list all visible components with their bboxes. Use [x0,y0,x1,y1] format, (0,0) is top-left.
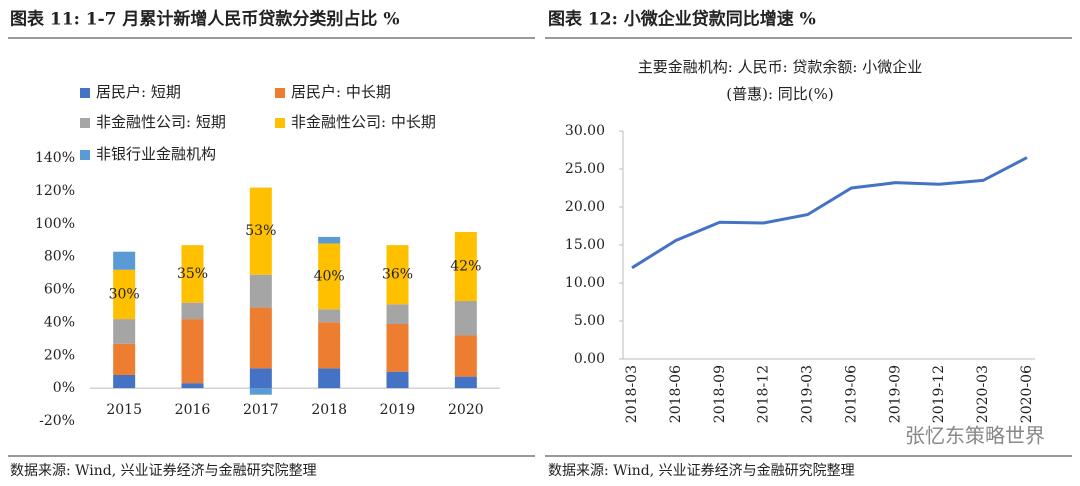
legend-swatch [80,88,90,98]
y-tick-label: 20% [44,347,75,363]
bar-segment [181,319,204,384]
bar-segment [318,236,341,244]
x-tick-label: 2018 [311,402,347,418]
y-tick-label: 120% [35,183,75,199]
bar-segment [113,374,136,389]
x-tick-label: 2019-12 [931,365,947,423]
bar-segment [113,251,136,270]
bar-segment [386,371,409,389]
bar-segment [249,187,272,275]
chart-title: 图表 11: 1-7 月累计新增人民币贷款分类别占比 % [10,9,399,30]
y-tick-label: 100% [35,216,75,232]
bar-segment [113,319,136,344]
chart-title: 图表 12: 小微企业贷款同比增速 % [548,9,816,30]
source-note: 数据来源: Wind, 兴业证券经济与金融研究院整理 [548,463,855,479]
x-tick-label: 2015 [106,402,142,418]
bar-segment [249,274,272,308]
y-tick-label: 140% [35,150,75,166]
legend-swatch [80,150,90,160]
bar-segment [454,335,477,377]
bar-segment [318,309,341,323]
x-tick-label: 2019 [380,402,416,418]
y-tick-label: 60% [44,282,75,298]
bar-segment [249,368,272,389]
legend-swatch [80,118,90,128]
data-label: 42% [450,258,481,274]
y-tick-label: 25.00 [565,161,605,177]
bar-segment [249,307,272,369]
x-tick-label: 2018-03 [624,365,640,423]
data-label: 35% [177,266,208,282]
x-tick-label: 2018-09 [712,365,728,423]
x-tick-label: 2019-06 [843,365,859,423]
y-tick-label: 40% [44,314,75,330]
legend-label: 非金融性公司: 短期 [96,113,226,131]
x-tick-label: 2020 [448,402,484,418]
bar-segment [181,383,204,389]
bar-segment [454,231,477,302]
legend-swatch [275,88,285,98]
source-note: 数据来源: Wind, 兴业证券经济与金融研究院整理 [10,463,317,479]
x-tick-label: 2020-06 [1019,365,1035,423]
bar-segment [113,269,136,320]
data-label: 30% [109,286,140,302]
chart-subtitle: 主要金融机构: 人民币: 贷款余额: 小微企业 [638,58,922,76]
data-label: 53% [245,223,276,239]
y-tick-label: -20% [39,413,75,429]
y-tick-label: 30.00 [565,123,605,139]
y-tick-label: 80% [44,249,75,265]
bar-segment [386,324,409,372]
watermark: 张忆东策略世界 [905,424,1045,448]
legend-label: 非金融性公司: 中长期 [291,113,436,131]
x-tick-label: 2016 [175,402,211,418]
legend-label: 居民户: 中长期 [291,83,391,101]
bar-segment [181,245,204,303]
bar-segment [318,243,341,310]
bar-segment [318,368,341,389]
y-tick-label: 10.00 [565,275,605,291]
x-tick-label: 2018-06 [668,365,684,423]
bar-segment [386,245,409,305]
bar-segment [181,302,204,320]
bar-segment [386,304,409,325]
data-label: 36% [382,267,413,283]
bar-segment [318,322,341,369]
x-tick-label: 2018-12 [756,365,772,423]
y-tick-label: 5.00 [574,313,605,329]
legend-label: 非银行业金融机构 [96,145,216,163]
legend-label: 居民户: 短期 [96,83,181,101]
x-tick-label: 2019-09 [887,365,903,423]
y-tick-label: 0.00 [574,351,605,367]
bar-segment [249,388,272,395]
bar-segment [454,301,477,336]
y-tick-label: 20.00 [565,199,605,215]
chart-subtitle: (普惠): 同比(%) [726,85,833,103]
legend-swatch [275,118,285,128]
bar-segment [113,343,136,375]
y-tick-label: 15.00 [565,237,605,253]
x-tick-label: 2017 [243,402,279,418]
y-tick-label: 0% [53,380,75,396]
bar-segment [454,376,477,389]
x-tick-label: 2019-03 [800,365,816,423]
line-series [631,156,1028,270]
x-tick-label: 2020-03 [975,365,991,423]
data-label: 40% [314,268,345,284]
